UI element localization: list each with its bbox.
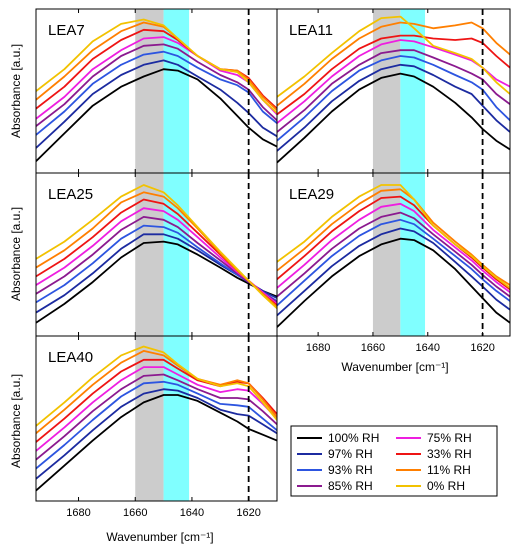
series-line-0rh	[36, 184, 277, 309]
legend-label: 85% RH	[328, 479, 373, 493]
x-tick-label: 1620	[470, 342, 494, 354]
legend-box	[290, 425, 498, 497]
grey-band	[135, 336, 164, 501]
series-line-11rh	[36, 350, 277, 434]
x-tick-label: 1640	[180, 507, 204, 519]
cyan-band	[163, 336, 190, 501]
x-axis-label: Wavenumber [cm⁻¹]	[106, 530, 213, 544]
series-line-33rh	[36, 28, 277, 110]
panel-frame	[276, 172, 511, 337]
y-axis-label-row3: Absorbance [a.u.]	[9, 374, 23, 468]
x-tick-label: 1660	[361, 342, 385, 354]
panel-lea40: LEA40 1680 1660 1640 1620	[35, 335, 278, 519]
legend-label: 75% RH	[427, 431, 472, 445]
x-axis-label-right: Wavenumber [cm⁻¹]	[341, 360, 448, 374]
series-line-100rh	[36, 68, 277, 162]
series-line-0rh	[277, 15, 510, 98]
legend-label: 93% RH	[328, 463, 373, 477]
series-line-93rh	[277, 218, 510, 307]
series-line-85rh	[36, 216, 277, 304]
series-line-97rh	[36, 388, 277, 480]
panel-lea11: LEA11	[276, 8, 511, 174]
x-tick-label: 1680	[66, 507, 90, 519]
panel-title: LEA11	[289, 22, 333, 39]
series-line-11rh	[277, 21, 510, 107]
x-tick-label: 1660	[123, 507, 147, 519]
cyan-band	[400, 9, 426, 173]
panel-title: LEA40	[48, 349, 93, 366]
x-axis-label: Wavenumber [cm⁻¹]	[341, 360, 448, 374]
panel-title: LEA25	[48, 186, 93, 203]
legend: 100% RH 97% RH 93% RH 85% RH 75% RH 33% RH 11%…	[290, 425, 498, 497]
legend-label: 11% RH	[427, 463, 471, 477]
grey-band	[372, 9, 401, 173]
panel-lea25: LEA25	[35, 172, 278, 337]
x-tick-label: 1620	[236, 507, 260, 519]
panel-lea7: LEA7	[35, 8, 278, 174]
legend-label: 0% RH	[427, 479, 465, 493]
x-tick-label: 1680	[306, 342, 330, 354]
panel-lea29: LEA29 1680 1660 1640 1620	[276, 172, 511, 354]
legend-label: 97% RH	[328, 447, 373, 461]
panel-frame	[35, 335, 278, 502]
series-line-75rh	[277, 202, 510, 294]
series-line-97rh	[277, 63, 510, 152]
panel-title: LEA29	[289, 186, 334, 203]
legend-label: 100% RH	[328, 431, 379, 445]
y-axis-label-row2: Absorbance [a.u.]	[9, 207, 23, 301]
x-axis-label-left: Wavenumber [cm⁻¹]	[106, 530, 213, 544]
grey-band	[135, 173, 164, 336]
cyan-band	[163, 173, 190, 336]
x-tick-label: 1640	[416, 342, 440, 354]
grey-band	[135, 9, 164, 173]
panel-title: LEA7	[48, 22, 85, 39]
y-axis-label-row1: Absorbance [a.u.]	[9, 44, 23, 138]
legend-label: 33% RH	[427, 447, 472, 461]
